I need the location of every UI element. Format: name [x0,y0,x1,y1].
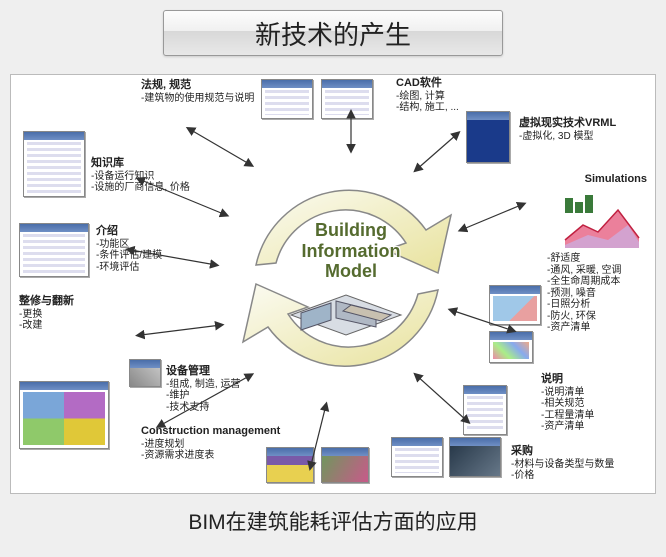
center-3d-model [281,285,411,345]
bim-cycle-diagram: Building Information Model [10,74,656,494]
page-title: 新技术的产生 [163,10,503,56]
caption: BIM在建筑能耗评估方面的应用 [0,506,666,536]
